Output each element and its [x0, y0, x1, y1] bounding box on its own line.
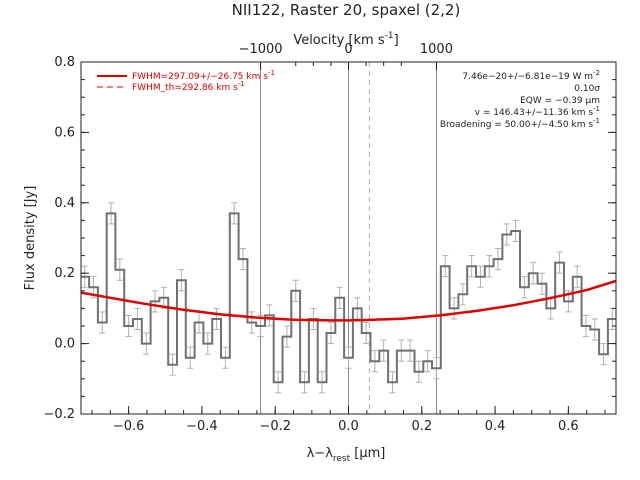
x-tick-label: 0.2 [411, 419, 432, 434]
top-tick-label: 0 [344, 42, 352, 57]
top-tick-label: 1000 [420, 42, 453, 57]
legend-fwhm-th-label: FWHM_th=292.86 km s-1 [132, 80, 245, 93]
legend-fwhm-label: FWHM=297.09+/−26.75 km s-1 [132, 69, 275, 82]
y-tick-label: 0.6 [54, 125, 75, 140]
y-tick-label: 0.8 [54, 55, 75, 70]
x-axis-label: λ−λrest [μm] [307, 446, 386, 464]
y-tick-label: 0.2 [54, 266, 75, 281]
y-tick-label: −0.2 [43, 407, 75, 422]
y-tick-label: 0.0 [54, 337, 75, 352]
top-axis-label: Velocity [km s-1] [293, 31, 398, 48]
data-spectrum-line [81, 212, 616, 384]
x-tick-label: 0.6 [558, 419, 579, 434]
annotation-significance: 0.10σ [574, 84, 600, 94]
fit-annotations: 7.46e−20+/−6.81e−19 W m-2 0.10σ EQW = −0… [440, 69, 600, 130]
y-tick-label: 0.4 [54, 196, 75, 211]
plot-frame [80, 61, 617, 415]
annotation-velocity: v = 146.43+/−11.36 km s-1 [475, 105, 600, 118]
plot-area [80, 61, 617, 415]
annotation-line-flux: 7.46e−20+/−6.81e−19 W m-2 [462, 69, 600, 82]
x-tick-label: −0.6 [113, 419, 145, 434]
y-axis-label: Flux density [Jy] [23, 186, 38, 291]
x-tick-label: −0.2 [259, 419, 291, 434]
fit-curve-line [80, 279, 617, 322]
x-tick-label: 0.4 [485, 419, 506, 434]
annotation-eqw: EQW = −0.39 μm [520, 96, 600, 106]
chart-title: NII122, Raster 20, spaxel (2,2) [232, 1, 461, 19]
x-tick-label: 0.0 [338, 419, 359, 434]
annotation-broadening: Broadening = 50.00+/−4.50 km s-1 [440, 117, 600, 130]
x-tick-label: −0.4 [186, 419, 218, 434]
top-tick-label: −1000 [239, 42, 283, 57]
legend: FWHM=297.09+/−26.75 km s-1 FWHM_th=292.8… [97, 69, 275, 93]
